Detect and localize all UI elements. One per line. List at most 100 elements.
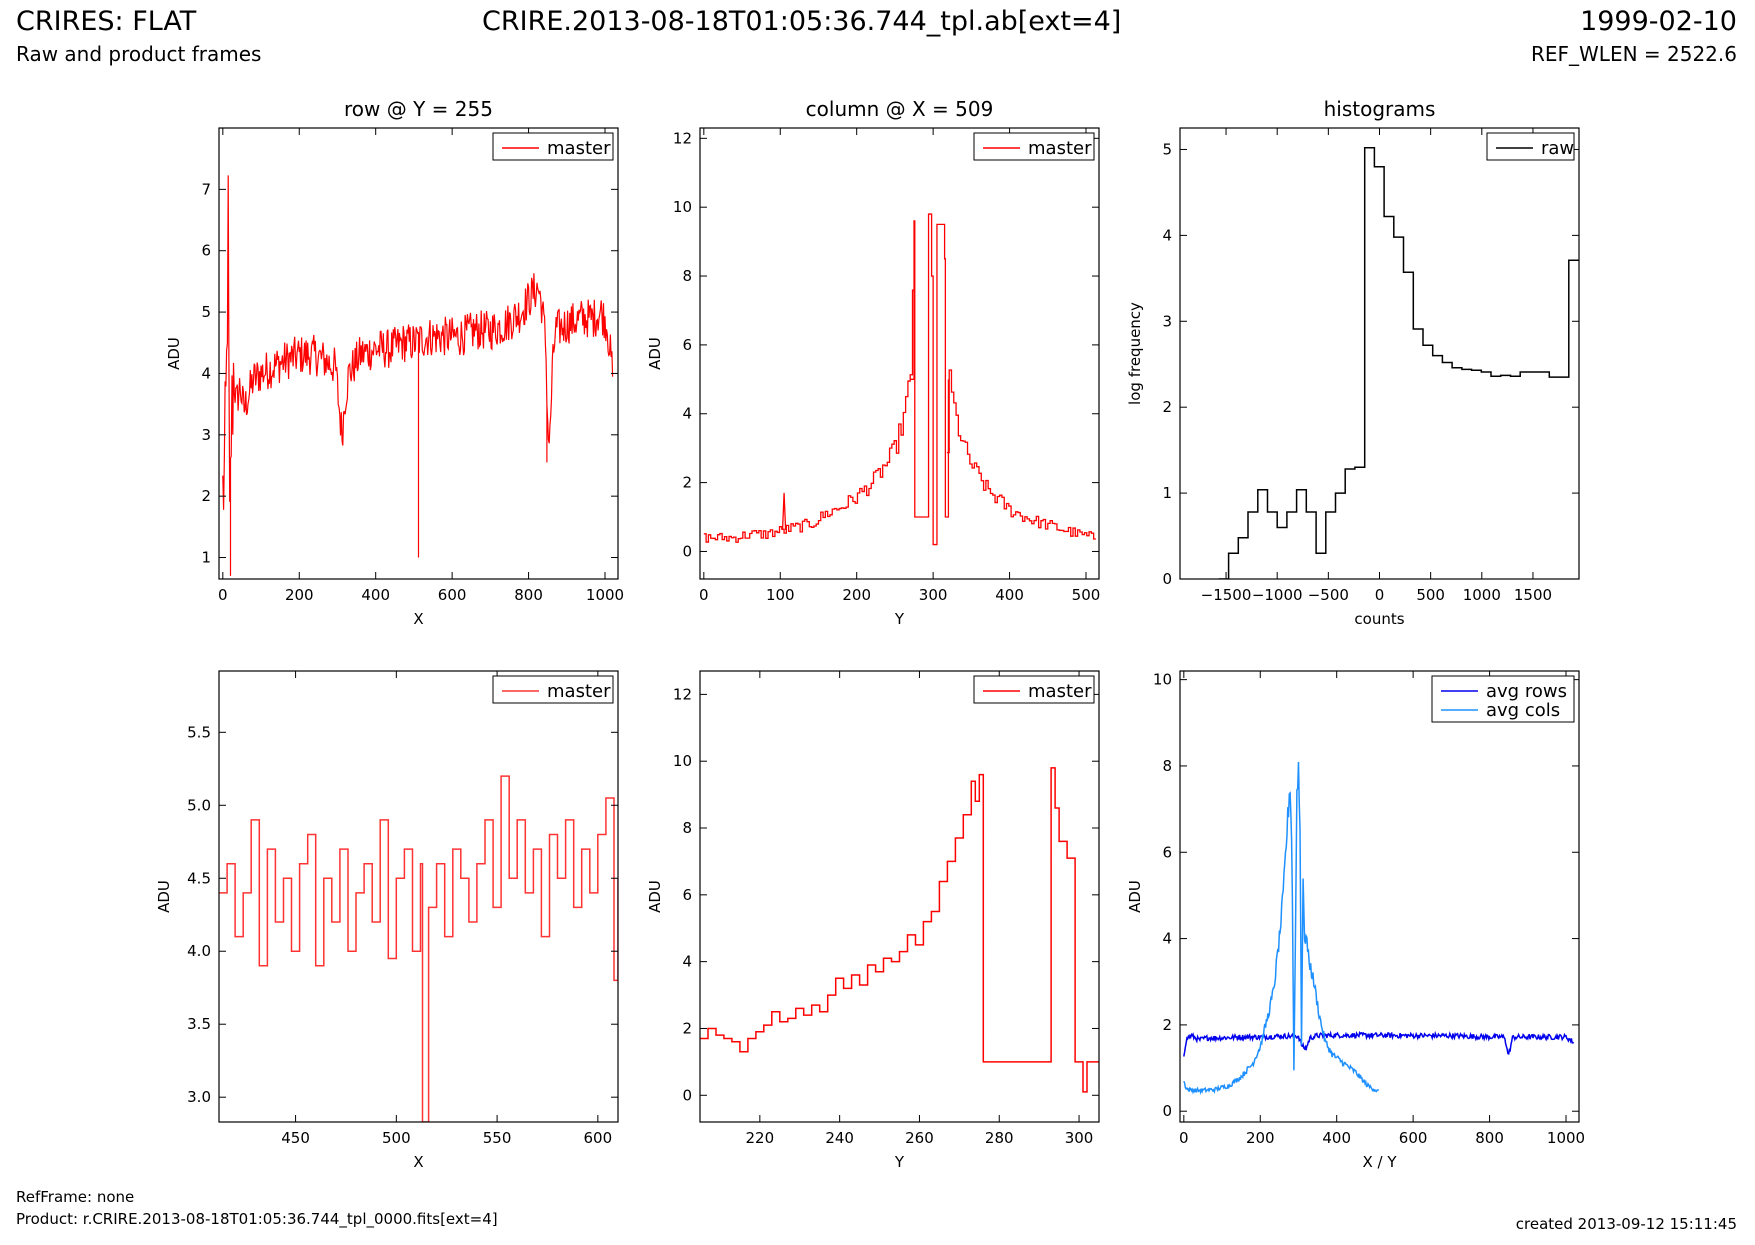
y-tick-label: 12 [673,129,692,147]
y-tick-label: 10 [673,752,692,770]
legend-box [1486,132,1575,161]
plot-frame [218,127,619,580]
y-tick-label: 8 [682,819,692,837]
y-tick-label: 5 [201,303,211,321]
series-line-avg-cols [1183,761,1380,1096]
x-tick-label: 0 [1179,1129,1189,1147]
header-date: 1999-02-10 [1580,6,1737,37]
x-tick-label: 1000 [586,586,624,604]
legend: master [492,675,614,704]
y-tick-label: 0 [682,542,692,560]
y-tick-label: 1 [1162,484,1172,502]
header-title: CRIRES: FLAT [16,6,197,37]
y-tick-label: 4 [682,405,692,423]
series-line-raw [1218,147,1579,579]
y-tick-label: 8 [1162,757,1172,775]
y-tick-label: 12 [673,685,692,703]
x-tick-label: 400 [361,586,390,604]
legend-entry: avg rows [1486,681,1567,702]
x-tick-label: 1500 [1514,586,1552,604]
legend-entry: master [1028,138,1092,159]
x-tick-label: −500 [1308,586,1349,604]
series-line-master [222,175,614,576]
x-tick-label: 550 [483,1129,512,1147]
legend: raw [1486,132,1575,161]
y-tick-label: 2 [1162,398,1172,416]
y-tick-label: 4 [1162,930,1172,948]
x-tick-label: −1000 [1252,586,1303,604]
legend-box [973,675,1095,704]
y-tick-label: 8 [682,267,692,285]
x-tick-label: −1500 [1201,586,1252,604]
y-tick-label: 2 [201,487,211,505]
series-line-master-noise [946,369,1096,540]
y-tick-label: 6 [201,242,211,260]
x-tick-label: 1000 [1463,586,1501,604]
x-tick-label: 450 [281,1129,310,1147]
legend: master [973,675,1095,704]
legend-entry: raw [1541,138,1574,159]
y-tick-label: 0 [1162,1102,1172,1120]
plot-p1: 0 200 400 600 800 1000 1 2 3 4 5 6 7 row @ Y = 255 X AD… [165,97,624,628]
plot-frame [218,670,619,1123]
plot-p6: 0 200 400 600 800 1000 0 2 4 6 8 10 X / Y ADU avg rows… [1126,670,1585,1171]
y-axis-label: ADU [646,337,664,370]
series-line-master [910,213,950,546]
x-tick-label: 600 [584,1129,613,1147]
x-axis-label: X / Y [1362,1153,1397,1171]
plot-frame [699,127,1100,580]
x-tick-label: 300 [1065,1129,1094,1147]
x-tick-label: 280 [985,1129,1014,1147]
x-axis-label: Y [894,610,905,628]
y-tick-label: 2 [682,1019,692,1037]
y-axis-label: ADU [1126,880,1144,913]
y-tick-label: 10 [673,198,692,216]
y-tick-label: 4 [682,953,692,971]
legend: master [492,132,614,161]
x-tick-label: 500 [1416,586,1445,604]
y-tick-label: 3.0 [187,1088,211,1106]
legend: master [973,132,1095,161]
x-tick-label: 600 [1399,1129,1428,1147]
y-tick-label: 6 [682,336,692,354]
x-tick-label: 240 [825,1129,854,1147]
legend-box [973,132,1095,161]
y-tick-label: 3.5 [187,1015,211,1033]
y-tick-label: 6 [1162,843,1172,861]
y-tick-label: 0 [682,1086,692,1104]
y-axis-label: ADU [155,880,173,913]
y-tick-label: 7 [201,180,211,198]
x-tick-label: 0 [699,586,709,604]
x-tick-label: 800 [1475,1129,1504,1147]
legend-entry: master [1028,681,1092,702]
y-axis-label: log frequency [1126,302,1144,405]
x-tick-label: 100 [766,586,795,604]
y-tick-label: 6 [682,886,692,904]
plot-title: row @ Y = 255 [344,97,493,121]
plot-p5: 220 240 260 280 300 0 2 4 6 8 10 12 Y ADU master [646,670,1100,1171]
series-line-master [219,775,618,1122]
x-tick-label: 400 [1322,1129,1351,1147]
x-tick-label: 800 [514,586,543,604]
footer-ref-frame: RefFrame: none [16,1188,135,1206]
y-axis-label: ADU [165,337,183,370]
y-tick-label: 5.0 [187,796,211,814]
x-axis-label: X [413,610,423,628]
y-tick-label: 5.5 [187,723,211,741]
x-tick-label: 400 [995,586,1024,604]
plot-p3: −1500 −1000 −500 0 500 1000 1500 0 1 2 3 4 5 histogra… [1126,97,1580,628]
series-line-avg-rows [1183,1030,1575,1057]
footer-product: Product: r.CRIRE.2013-08-18T01:05:36.744… [16,1210,498,1228]
x-tick-label: 200 [285,586,314,604]
header-subtitle: Raw and product frames [16,42,262,66]
plot-frame [1179,670,1580,1123]
y-tick-label: 1 [201,549,211,567]
legend-box [492,675,614,704]
header-ref-wlen: REF_WLEN = 2522.6 [1530,42,1737,66]
y-tick-label: 3 [1162,312,1172,330]
y-tick-label: 10 [1153,671,1172,689]
x-tick-label: 0 [218,586,228,604]
legend-entry: master [547,681,611,702]
x-tick-label: 1000 [1547,1129,1585,1147]
